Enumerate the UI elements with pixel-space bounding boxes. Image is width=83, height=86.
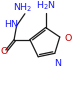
- Text: O: O: [64, 34, 72, 43]
- Text: O: O: [1, 47, 8, 56]
- Text: HN: HN: [4, 20, 18, 29]
- Text: NH$_2$: NH$_2$: [13, 2, 33, 14]
- Text: N: N: [54, 59, 61, 68]
- Text: H$_2$N: H$_2$N: [36, 0, 56, 12]
